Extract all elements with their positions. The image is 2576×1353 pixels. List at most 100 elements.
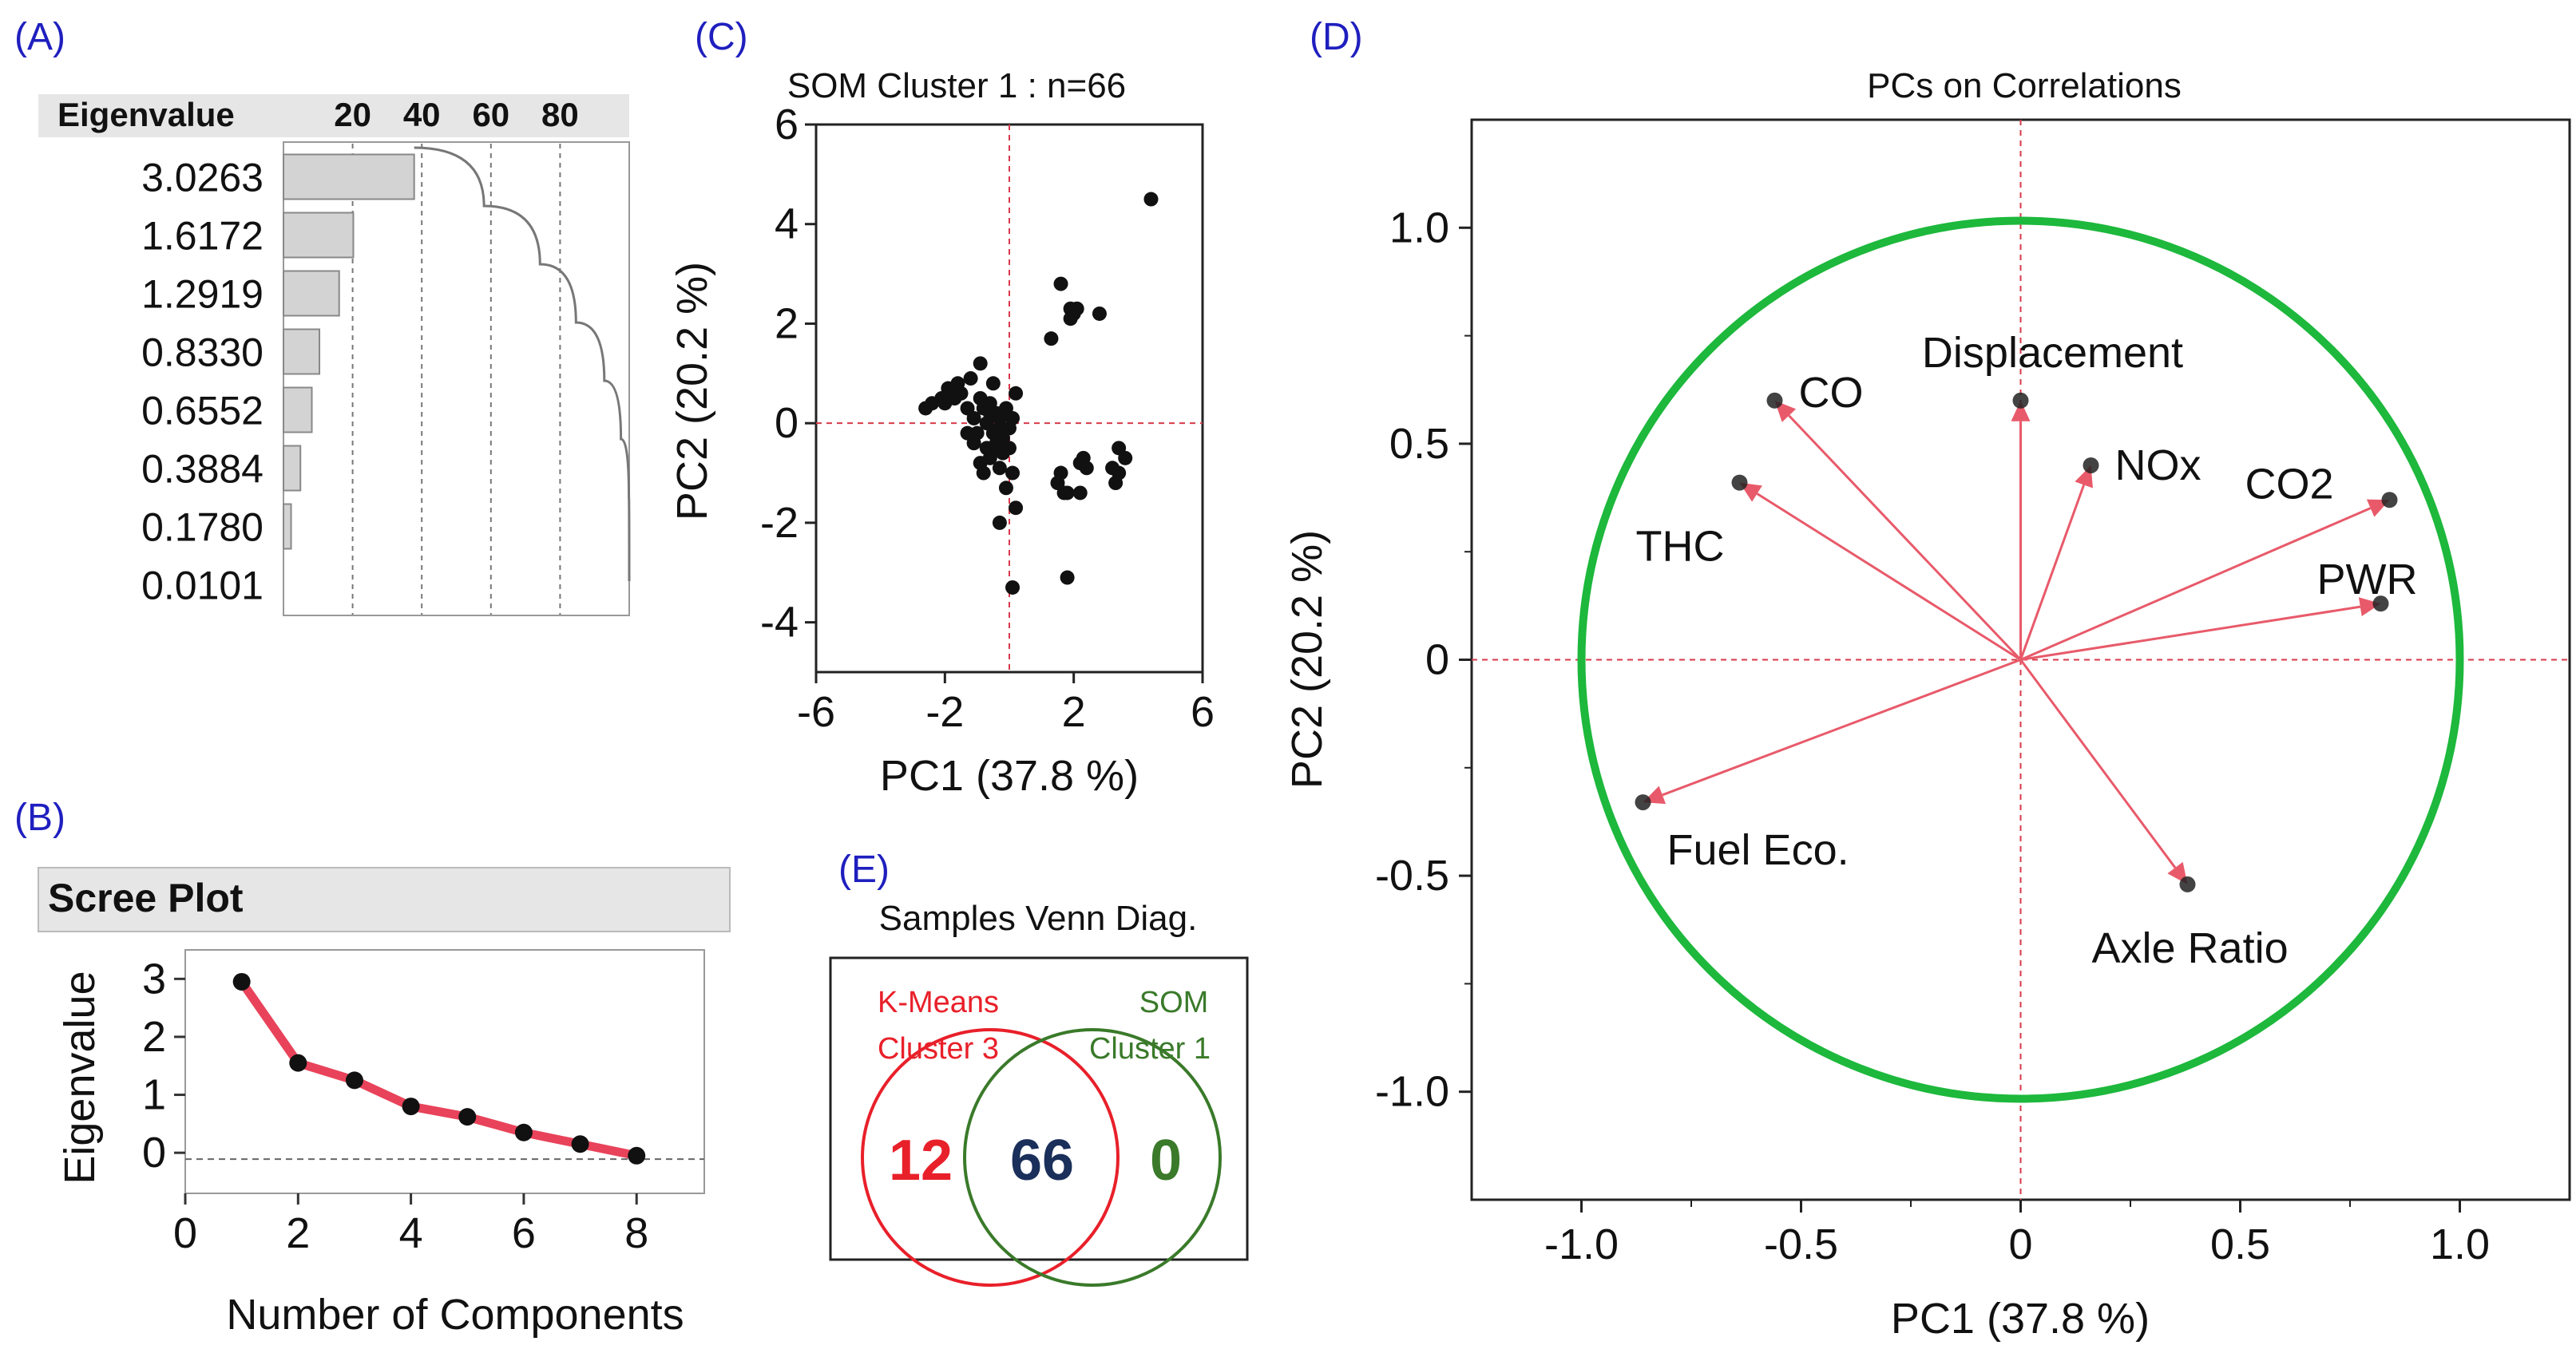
panel-b-point [289, 1054, 307, 1072]
panel-c-point [992, 515, 1007, 530]
panel-b-ytick-label: 1 [142, 1071, 166, 1119]
panel-d-loading-arrow [2019, 507, 2372, 661]
panel-c-point [947, 391, 962, 406]
panel-d-loading-arrow [1756, 493, 2022, 661]
panel-b-point [628, 1146, 646, 1165]
panel-b-series-line [237, 977, 641, 1161]
panel-c-point [918, 401, 933, 416]
panel-d-loading-point [2083, 457, 2099, 473]
panel-d-correlation-circle: PCs on Correlations -1.0 -0.5 0 0.5 1.0 1.0 0.… [1283, 66, 2571, 1343]
panel-c-point [1060, 570, 1075, 585]
panel-d-ytick-label: -0.5 [1375, 852, 1449, 900]
panel-d-loading-arrow [1662, 659, 2022, 797]
panel-b-point [345, 1071, 363, 1090]
panel-c-point [989, 436, 1004, 451]
venn-left-label-2: Cluster 3 [878, 1032, 999, 1066]
panel-c-point [1009, 386, 1024, 401]
panel-d-variable-label: Displacement [1922, 329, 2183, 377]
panel-b-ylabel: Eigenvalue [56, 971, 104, 1184]
panel-c-ytick-label: -2 [760, 499, 799, 547]
panel-a-header-label: Eigenvalue [57, 96, 235, 133]
panel-e-venn: Samples Venn Diag. K-Means Cluster 3 SOM… [829, 899, 1249, 1287]
panel-b-xtick-label: 2 [286, 1209, 310, 1257]
panel-d-loading-point [1731, 474, 1748, 491]
panel-d-loading-point [2179, 876, 2196, 892]
panel-c-point [1105, 461, 1120, 476]
panel-d-ylabel: PC2 (20.2 %) [1283, 530, 1331, 789]
panel-a-xtick: 60 [472, 96, 509, 133]
venn-left-circle [861, 1028, 1120, 1287]
panel-d-variable-label: NOx [2115, 441, 2201, 489]
panel-d-xtick-label: 1.0 [2430, 1220, 2490, 1268]
panel-label-b: (B) [14, 797, 65, 839]
panel-d-ytick-label: 0.5 [1389, 420, 1449, 468]
panel-d-loading-point [2372, 595, 2389, 612]
panel-d-loading-point [1635, 794, 1651, 811]
panel-c-scatter: SOM Cluster 1 : n=66 -6 -2 2 6 6 4 2 0 -2 -4 PC1 … [668, 66, 1215, 800]
venn-right-label-1: SOM [1139, 986, 1209, 1019]
panel-d-loading-arrow [2020, 605, 2361, 661]
panel-c-point [1044, 331, 1059, 346]
panel-d-loading-arrow [1788, 414, 2022, 661]
panel-a-cumulative-curve [414, 146, 631, 582]
panel-d-loading-arrow [2019, 659, 2177, 868]
panel-a-eigenvalue-label: 0.1780 [141, 505, 264, 550]
panel-c-point [976, 401, 991, 416]
panel-a-bar [283, 212, 355, 259]
panel-d-variable-label: CO2 [2245, 460, 2333, 508]
panel-c-ytick-label: 2 [775, 299, 799, 347]
panel-a-xtick: 20 [334, 96, 371, 133]
panel-b-ytick-label: 2 [142, 1013, 166, 1061]
panel-c-xtick-label: -6 [797, 688, 835, 736]
panel-e-title: Samples Venn Diag. [879, 899, 1198, 938]
panel-d-variable-label: CO [1799, 369, 1864, 417]
panel-b-xtick-label: 8 [624, 1209, 648, 1257]
panel-e-frame [829, 956, 1249, 1261]
panel-d-loading-point [2012, 392, 2029, 409]
panel-a-xtick: 80 [541, 96, 579, 133]
panel-b-point [571, 1135, 589, 1153]
panel-c-point [992, 461, 1007, 476]
panel-d-xtick-label: -0.5 [1764, 1220, 1838, 1268]
panel-c-point [1079, 461, 1094, 476]
venn-left-only-count: 12 [889, 1129, 953, 1193]
panel-b-point [514, 1123, 533, 1141]
panel-a-eigenvalue-label: 0.8330 [141, 330, 264, 375]
panel-d-variable-label: PWR [2317, 556, 2418, 603]
panel-c-title: SOM Cluster 1 : n=66 [787, 66, 1126, 105]
panel-a-eigenvalue-label: 3.0263 [141, 156, 264, 200]
panel-c-point [1092, 306, 1107, 321]
panel-c-ytick-label: -4 [760, 599, 799, 647]
panel-d-loading-arrow [2019, 484, 2086, 661]
panel-b-title: Scree Plot [48, 876, 244, 920]
panel-c-point [1143, 192, 1159, 207]
panel-a-eigenvalue-label: 0.6552 [141, 389, 264, 433]
panel-label-a: (A) [14, 16, 65, 58]
panel-c-ytick-label: 6 [775, 101, 799, 148]
panel-b-xlabel: Number of Components [226, 1291, 684, 1339]
venn-right-circle [963, 1028, 1222, 1287]
panel-a-bar [283, 386, 313, 433]
panel-c-point [1002, 441, 1017, 456]
panel-label-e: (E) [838, 849, 890, 891]
panel-c-point [1005, 465, 1020, 481]
panel-c-ylabel: PC2 (20.2 %) [668, 262, 716, 520]
panel-d-xtick-label: 0 [2008, 1220, 2032, 1268]
panel-b-plot-frame [184, 949, 705, 1194]
panel-a-eigenvalue-label: 1.2919 [141, 272, 264, 317]
panel-c-point [960, 425, 975, 441]
panel-c-point [966, 410, 981, 425]
panel-a-bar [283, 445, 302, 492]
panel-d-ytick-label: 1.0 [1389, 204, 1449, 251]
panel-a-eigen-table: Eigenvalue 20 40 60 80 3.0263 1.6172 1.2919 0.… [38, 94, 631, 616]
panel-a-bar [283, 270, 340, 317]
panel-a-bar [283, 503, 292, 550]
panel-d-xlabel: PC1 (37.8 %) [1891, 1295, 2150, 1343]
panel-a-header-bg [38, 94, 629, 137]
panel-a-xtick: 40 [403, 96, 441, 133]
venn-right-label-2: Cluster 1 [1089, 1032, 1211, 1066]
panel-b-ytick-label: 0 [142, 1129, 166, 1177]
panel-c-ytick-label: 4 [775, 200, 799, 248]
panel-c-point [1053, 465, 1068, 481]
panel-c-point [1009, 500, 1024, 516]
